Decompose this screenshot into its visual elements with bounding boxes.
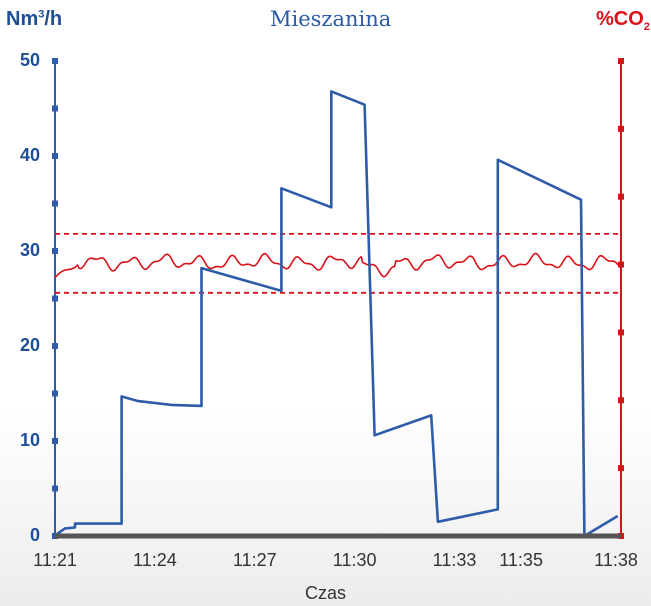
y-axis-left-tick [52,105,58,112]
y-axis-left-tick [52,295,58,302]
y-axis-left-tick [52,58,58,64]
x-tick-label: 11:21 [33,550,77,570]
y-axis-left-tick [52,248,58,254]
x-tick-label: 11:38 [594,550,638,570]
y-axis-left-tick [52,485,58,492]
chart-title: Mieszanina [270,7,392,31]
y-axis-right-title: %CO2 [596,8,650,33]
x-tick-label: 11:35 [499,550,543,570]
y-axis-right-tick [618,125,624,132]
co2-series-line [54,252,622,279]
y-axis-right-tick [618,261,624,268]
y-tick-label: 0 [29,525,40,545]
y-tick-label: 30 [19,240,40,260]
y-axis-left-tick [52,343,58,349]
y-axis-left-tick [52,390,58,397]
y-axis-right-tick [618,193,624,200]
x-tick-label: 11:30 [332,550,377,570]
x-tick-label: 11:33 [432,550,477,570]
x-tick-label: 11:27 [232,550,277,570]
y-axis-left-title: Nm3/h [6,8,63,30]
y-axis-left-tick [52,200,58,207]
y-tick-label: 10 [19,430,40,450]
y-tick-label: 40 [19,145,40,165]
y-axis-right-tick [618,465,624,472]
y-axis-left-tick [52,438,58,444]
y-tick-label: 20 [19,335,40,355]
y-axis-right-tick [618,397,624,404]
x-axis-title: Czas [304,583,346,603]
y-axis-right-tick [618,58,624,64]
x-tick-label: 11:24 [133,550,177,570]
y-tick-label: 50 [19,50,40,70]
y-axis-right-tick [618,329,624,336]
y-axis-left-tick [52,153,58,159]
flow-series-line [54,90,619,538]
